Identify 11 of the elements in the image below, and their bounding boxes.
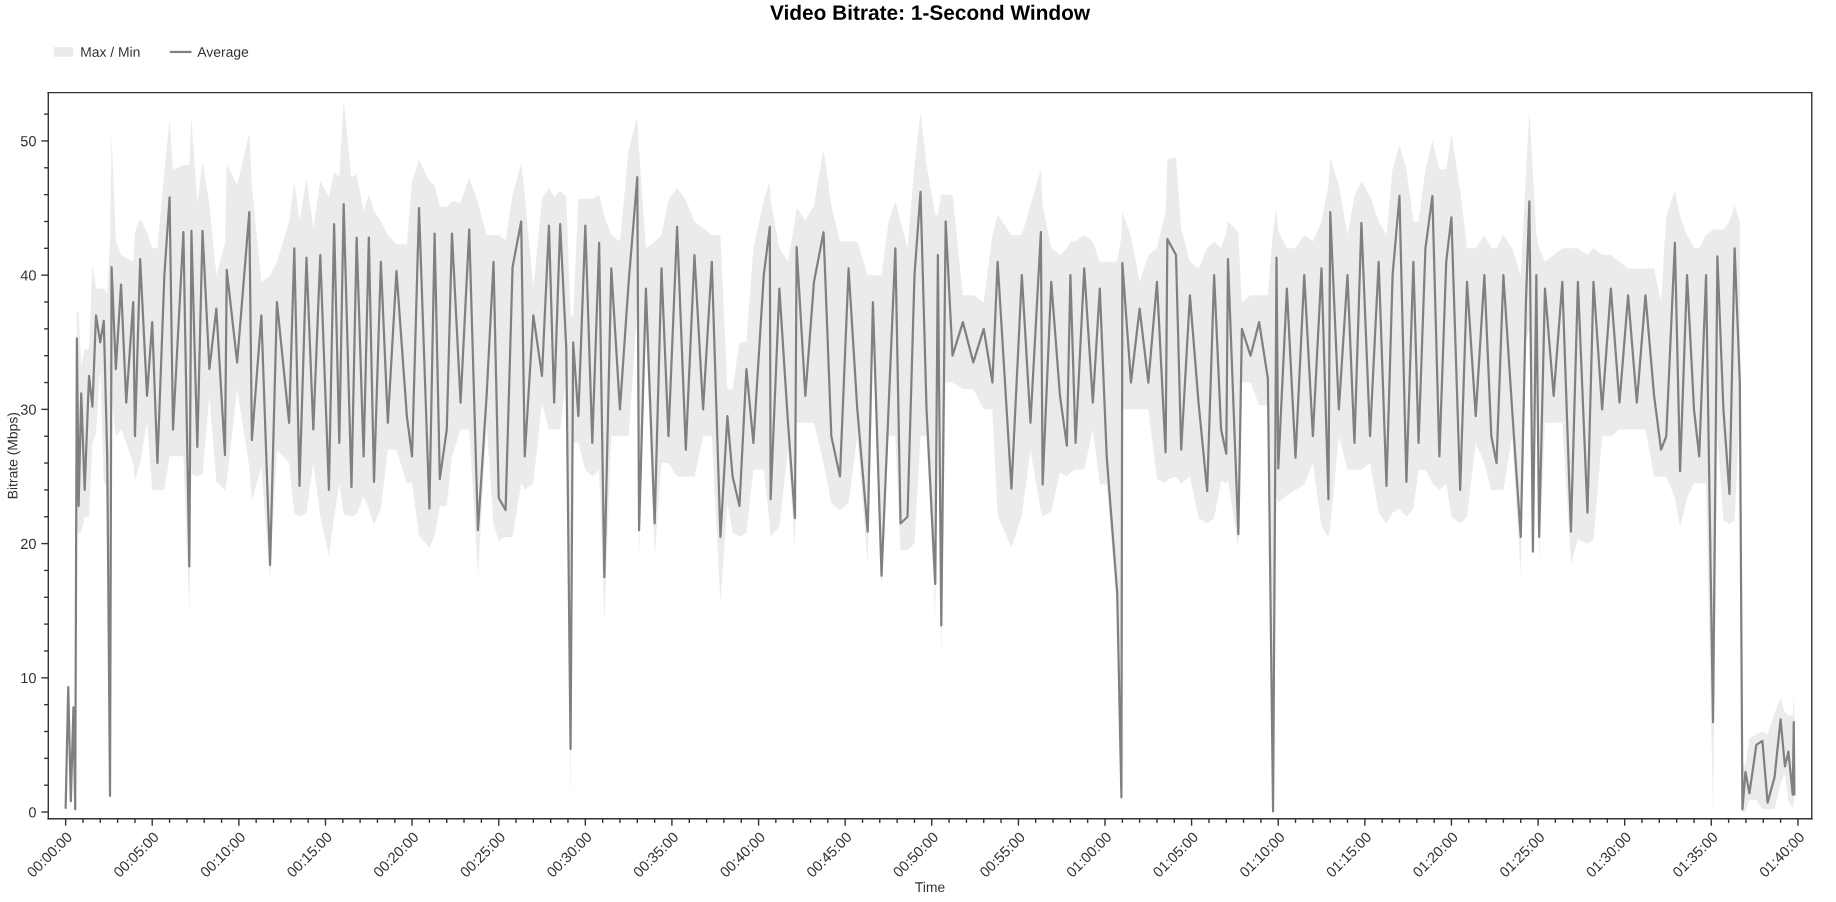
y-tick-label: 40 (20, 270, 36, 281)
x-axis-title: Time (915, 881, 945, 893)
y-tick-label: 30 (20, 404, 36, 415)
y-axis-title: Bitrate (Mbps) (7, 412, 21, 499)
y-tick-label: 10 (21, 672, 36, 684)
legend-label: Average (197, 47, 249, 60)
y-tick-label: 0 (28, 807, 36, 818)
legend-title: Max / Min (81, 46, 140, 57)
y-tick-label: 20 (21, 538, 36, 550)
chart-title: Video Bitrate: 1-Second Window (770, 4, 1091, 21)
y-tick-label: 50 (20, 136, 36, 147)
